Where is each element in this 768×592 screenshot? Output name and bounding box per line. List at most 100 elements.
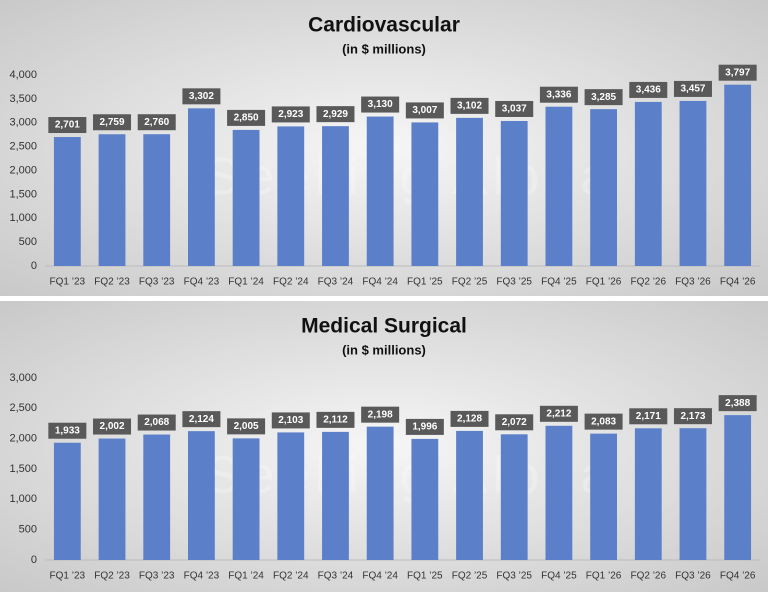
value-label: 2,171 (636, 411, 661, 422)
value-label: 2,923 (278, 109, 303, 120)
y-tick-label: 1,500 (9, 463, 37, 475)
value-label: 2,759 (100, 117, 125, 128)
bar (232, 129, 260, 266)
value-label-box (48, 117, 87, 134)
x-tick-label: FQ1 ’25 (407, 277, 443, 288)
value-label-box (673, 80, 712, 97)
value-label: 2,072 (502, 417, 527, 428)
value-label-box (718, 395, 757, 412)
y-tick-label: 3,500 (9, 93, 37, 105)
x-tick-label: FQ2 ’25 (452, 277, 488, 288)
value-label-box (450, 410, 489, 427)
y-tick-label: 500 (19, 236, 37, 248)
value-label-box (539, 405, 578, 422)
x-tick-label: FQ4 ’26 (720, 277, 756, 288)
x-tick-label: FQ4 ’24 (362, 277, 398, 288)
y-tick-label: 2,500 (9, 141, 37, 153)
value-label-box (137, 414, 176, 431)
x-tick-label: FQ2 ’26 (630, 571, 666, 582)
value-label: 2,124 (189, 414, 214, 425)
bar (545, 425, 573, 560)
value-label: 2,005 (234, 421, 259, 432)
value-label: 2,068 (144, 417, 169, 428)
x-tick-label: FQ1 ’26 (586, 277, 622, 288)
value-label: 3,457 (680, 84, 705, 95)
x-tick-label: FQ1 ’23 (50, 571, 86, 582)
y-tick-label: 3,000 (9, 117, 37, 129)
value-label: 2,103 (278, 415, 303, 426)
x-tick-label: FQ4 ’23 (184, 571, 220, 582)
value-label: 2,760 (144, 117, 169, 128)
y-tick-label: 2,000 (9, 164, 37, 176)
value-label-box (227, 109, 266, 126)
value-label-box (495, 414, 534, 431)
bar (322, 126, 349, 266)
value-label-box (182, 88, 221, 105)
x-tick-label: FQ3 ’25 (496, 277, 532, 288)
value-label: 2,083 (591, 416, 616, 427)
value-label-box (93, 114, 132, 131)
value-label-box (227, 418, 266, 435)
x-tick-label: FQ4 ’24 (362, 571, 398, 582)
value-label: 2,173 (680, 411, 705, 422)
value-label: 3,102 (457, 101, 482, 112)
x-tick-label: FQ1 ’24 (228, 571, 264, 582)
x-tick-label: FQ4 ’25 (541, 571, 577, 582)
bar (143, 134, 171, 266)
value-label-box (271, 412, 310, 429)
y-tick-label: 1,500 (9, 188, 37, 200)
value-label-box (361, 406, 400, 423)
value-label: 3,436 (636, 85, 661, 96)
value-label-box (629, 81, 668, 98)
bar (366, 116, 394, 266)
bar (188, 108, 215, 266)
chart-title: Medical Surgical (301, 315, 467, 338)
x-tick-label: FQ1 ’24 (228, 277, 264, 288)
value-label-box (316, 411, 355, 428)
value-label-box (718, 64, 757, 81)
value-label-box (137, 114, 176, 131)
value-label-box (450, 97, 489, 114)
value-label-box (495, 100, 534, 117)
value-label-box (629, 408, 668, 425)
value-label-box (673, 408, 712, 425)
bar (724, 84, 752, 266)
x-tick-label: FQ2 ’25 (452, 571, 488, 582)
bar (98, 438, 126, 560)
bar (277, 126, 305, 266)
x-tick-label: FQ2 ’24 (273, 277, 309, 288)
bar (366, 426, 394, 560)
bar (634, 428, 662, 560)
x-tick-label: FQ3 ’26 (675, 571, 711, 582)
bar (590, 109, 617, 266)
x-tick-label: FQ1 ’26 (586, 571, 622, 582)
bar (411, 438, 439, 560)
value-label: 3,130 (368, 99, 393, 110)
x-tick-label: FQ4 ’25 (541, 277, 577, 288)
bar (322, 431, 349, 560)
bar (456, 117, 483, 266)
y-tick-label: 1,000 (9, 212, 37, 224)
x-tick-label: FQ1 ’23 (50, 277, 86, 288)
chart-subtitle: (in $ millions) (342, 41, 426, 56)
bar (98, 134, 126, 266)
bar (590, 433, 617, 560)
value-label-box (48, 422, 87, 439)
y-tick-label: 0 (31, 260, 37, 272)
value-label: 2,212 (546, 408, 571, 419)
value-label: 2,929 (323, 109, 348, 120)
y-tick-label: 1,000 (9, 493, 37, 505)
bar (724, 415, 752, 560)
value-label-box (584, 89, 623, 106)
x-tick-label: FQ1 ’25 (407, 571, 443, 582)
bar (232, 438, 260, 560)
x-tick-label: FQ2 ’23 (94, 277, 130, 288)
bar (679, 100, 707, 266)
y-tick-label: 3,000 (9, 372, 37, 384)
y-tick-label: 500 (19, 524, 37, 536)
bar (411, 122, 439, 267)
bar (500, 434, 528, 560)
value-label: 2,850 (234, 113, 259, 124)
bar (545, 106, 573, 267)
x-tick-label: FQ3 ’26 (675, 277, 711, 288)
